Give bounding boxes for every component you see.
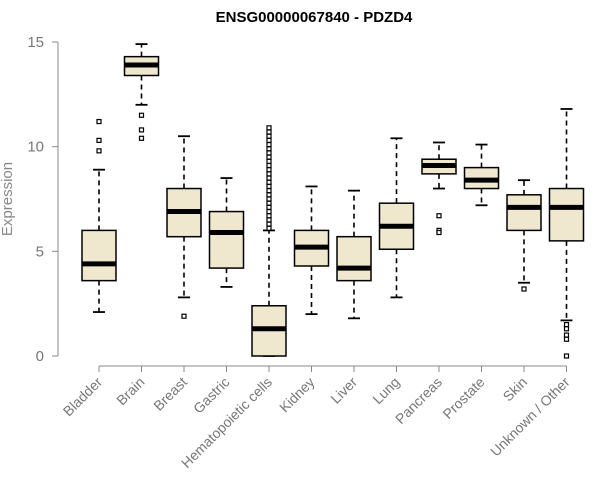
x-tick-label: Brain [113, 374, 147, 408]
outlier-point [266, 141, 272, 148]
outlier-point [266, 208, 272, 215]
box-lung [378, 137, 415, 299]
outlier-point [96, 118, 102, 125]
y-tick-label: 5 [36, 243, 44, 260]
iqr-box [81, 229, 117, 282]
box-gastric [208, 177, 245, 288]
outlier-point [266, 171, 272, 177]
outlier-point [563, 326, 570, 332]
outlier-point [266, 158, 272, 164]
outlier-point [138, 135, 145, 141]
outlier-point [266, 137, 272, 143]
outlier-point [266, 217, 272, 223]
iqr-box [336, 235, 372, 282]
outlier-point [266, 179, 272, 185]
outlier-point [266, 200, 272, 206]
chart-title: ENSG00000067840 - PDZD4 [216, 9, 413, 26]
outlier-point [266, 183, 272, 190]
y-tick-label: 15 [27, 34, 44, 51]
iqr-box [548, 187, 585, 242]
outlier-point [266, 154, 272, 160]
box-breast [166, 135, 202, 319]
outlier-point [563, 332, 570, 338]
outlier-point [138, 127, 145, 133]
outlier-point [563, 322, 570, 328]
outlier-point [266, 162, 272, 169]
outlier-point [266, 221, 272, 227]
outlier-point [436, 229, 442, 236]
outlier-point [266, 125, 272, 131]
x-tick-label: Skin [500, 374, 531, 405]
x-tick-label: Bladder [60, 374, 106, 420]
outlier-point [266, 188, 272, 194]
x-tick-label: Breast [150, 374, 190, 414]
box-pancreas [421, 141, 457, 236]
outlier-point [266, 150, 272, 156]
x-tick-label: Kidney [276, 374, 318, 416]
outlier-point [266, 133, 272, 139]
box-liver [336, 189, 372, 320]
outlier-point [266, 225, 272, 231]
outlier-point [266, 192, 272, 198]
x-tick-label: Pancreas [392, 374, 445, 427]
x-tick-label: Lung [369, 374, 402, 407]
y-axis-label: Expression [0, 162, 16, 236]
x-tick-label: Unknown / Other [487, 374, 573, 460]
outlier-point [266, 204, 272, 210]
iqr-box [208, 210, 245, 269]
iqr-box [506, 194, 542, 232]
outlier-point [266, 129, 272, 135]
y-axis: 0 5 10 15 [27, 34, 59, 365]
outlier-point [266, 213, 272, 219]
boxes-group [81, 43, 585, 359]
outlier-point [96, 137, 102, 143]
outlier-point [266, 175, 272, 181]
box-kidney [293, 185, 330, 316]
outlier-point [181, 313, 187, 319]
box-brain [123, 43, 160, 141]
box-prostate [463, 143, 500, 207]
outlier-point [436, 213, 442, 219]
y-tick-label: 0 [36, 348, 44, 365]
box-hematopoietic-cells [251, 125, 287, 357]
outlier-point [138, 112, 145, 118]
outlier-point [563, 336, 570, 342]
box-unknown-other [548, 108, 585, 359]
x-tick-label: Prostate [439, 374, 487, 422]
outlier-point [563, 353, 570, 359]
outlier-point [266, 146, 272, 152]
outlier-point [521, 286, 527, 292]
outlier-point [266, 167, 272, 173]
outlier-point [266, 196, 272, 202]
outlier-point [96, 148, 102, 154]
box-skin [506, 179, 542, 292]
x-tick-label: Liver [327, 374, 360, 407]
box-bladder [81, 118, 117, 313]
y-tick-label: 10 [27, 139, 44, 156]
